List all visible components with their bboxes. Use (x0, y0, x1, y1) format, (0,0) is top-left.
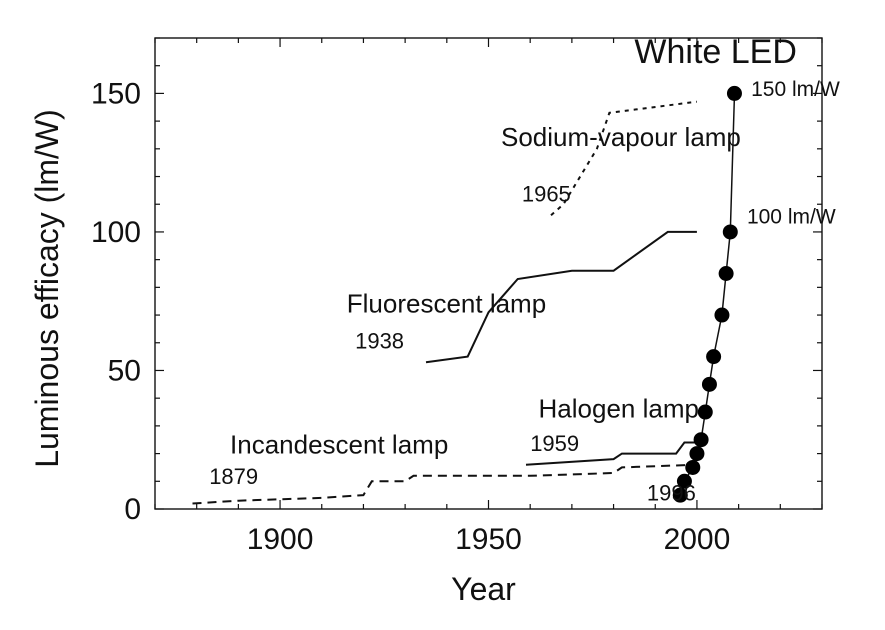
x-axis-label: Year (451, 571, 516, 607)
series-line-1 (525, 441, 697, 466)
led-data-point (685, 459, 701, 475)
led-data-point (706, 349, 722, 365)
annotation-label: 1965 (522, 181, 571, 206)
annotation-label: 100 lm/W (747, 206, 836, 229)
tick-layer: 1900 1950 2000 0 50 100 150 (91, 37, 823, 556)
led-data-point (718, 266, 734, 281)
annotation-label: 1959 (530, 431, 579, 456)
y-tick-label: 100 (91, 216, 141, 249)
series-line-2 (425, 230, 697, 364)
annotation-label: 150 lm/W (751, 78, 840, 101)
annotation-label: 1879 (209, 464, 258, 489)
annotation-label: Sodium-vapour lamp (501, 122, 741, 152)
series-line-3 (550, 100, 698, 217)
led-data-point (697, 404, 713, 420)
y-tick-label: 0 (124, 493, 141, 526)
x-tick-label: 1950 (455, 523, 522, 556)
x-tick-label: 2000 (664, 523, 731, 556)
y-axis-label: Luminous efficacy (lm/W) (29, 109, 65, 468)
annotation-label: 1996 (647, 481, 696, 506)
led-data-point (672, 487, 688, 503)
annotation-layer: White LED 150 lm/W 100 lm/W Sodium-vapour l… (209, 33, 840, 506)
y-tick-label: 150 (91, 77, 141, 110)
marker-layer (672, 85, 742, 503)
annotation-label: 1938 (355, 328, 404, 353)
y-tick-label: 50 (108, 354, 141, 387)
led-data-point (722, 224, 738, 240)
x-tick-label: 1900 (247, 523, 314, 556)
led-data-point (676, 473, 692, 489)
annotation-label: White LED (634, 33, 797, 71)
series-line-0 (192, 463, 697, 505)
series-line-4 (679, 93, 736, 496)
led-data-point (726, 85, 742, 101)
led-data-point (701, 376, 717, 392)
led-data-point (689, 446, 705, 462)
annotation-label: Incandescent lamp (230, 430, 448, 460)
led-data-point (714, 307, 730, 323)
annotation-label: Halogen lamp (539, 394, 699, 424)
annotation-label: Fluorescent lamp (347, 288, 546, 318)
led-data-point (693, 432, 709, 448)
